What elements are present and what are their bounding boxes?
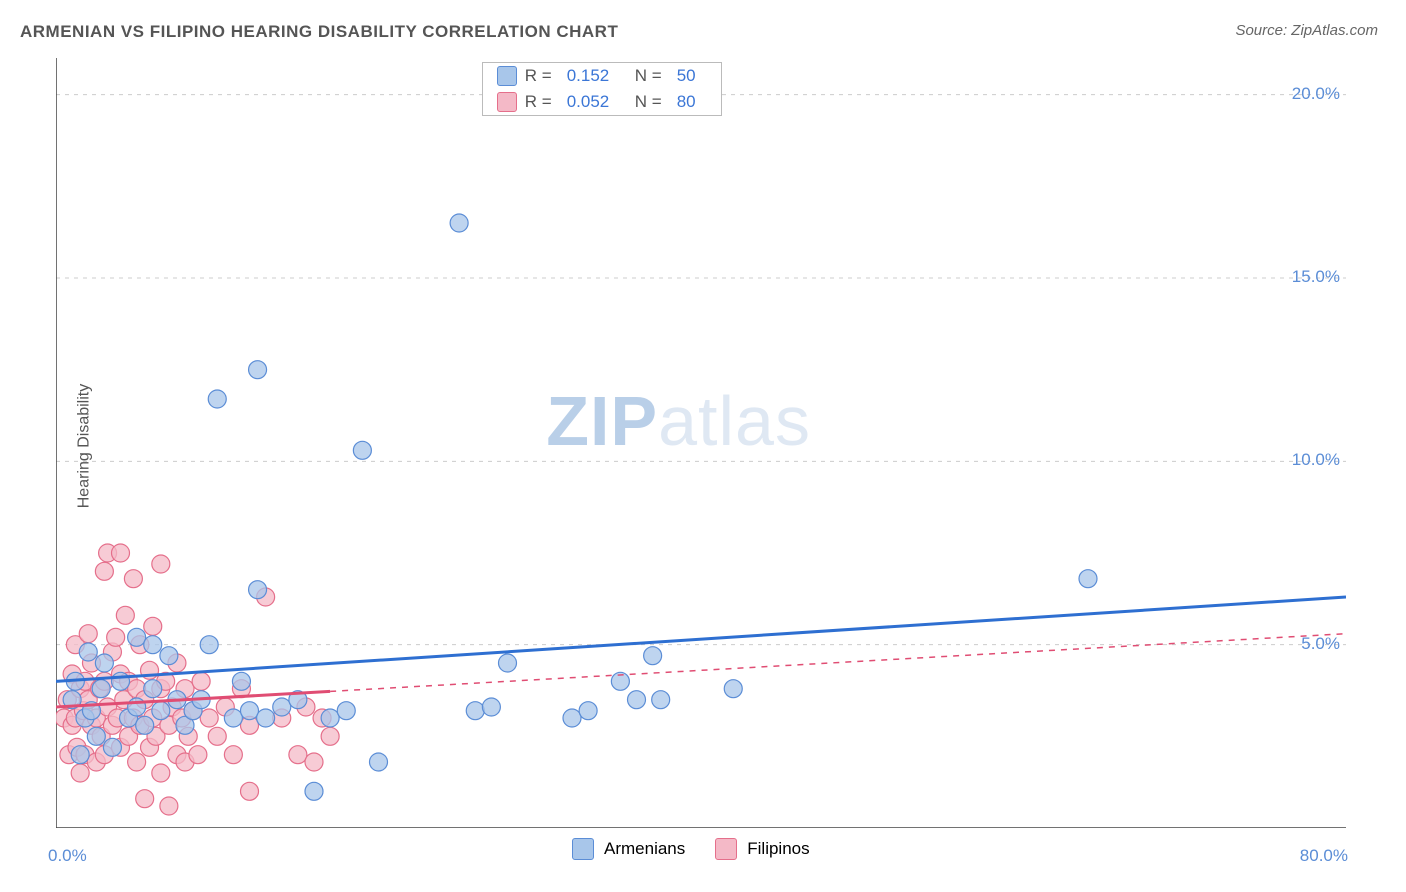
y-tick-label: 5.0%	[1301, 634, 1340, 654]
legend-label-filipinos: Filipinos	[747, 839, 809, 859]
n-label: N =	[635, 66, 669, 86]
correlation-legend: R = 0.152 N = 50 R = 0.052 N = 80	[482, 62, 722, 116]
x-min-label: 0.0%	[48, 846, 87, 866]
y-tick-label: 20.0%	[1292, 84, 1340, 104]
legend-label-armenians: Armenians	[604, 839, 685, 859]
r-label: R =	[525, 92, 559, 112]
chart-svg	[56, 58, 1346, 828]
n-value-armenians: 50	[677, 66, 707, 86]
chart-plot-area: ZIPatlas 5.0%10.0%15.0%20.0%0.0%80.0%	[56, 58, 1346, 828]
y-tick-label: 10.0%	[1292, 450, 1340, 470]
legend-swatch-pink	[715, 838, 737, 860]
r-label: R =	[525, 66, 559, 86]
legend-swatch-pink	[497, 92, 517, 112]
r-value-filipinos: 0.052	[567, 92, 627, 112]
legend-swatch-blue	[497, 66, 517, 86]
y-tick-label: 15.0%	[1292, 267, 1340, 287]
r-value-armenians: 0.152	[567, 66, 627, 86]
chart-title: ARMENIAN VS FILIPINO HEARING DISABILITY …	[20, 22, 618, 42]
n-value-filipinos: 80	[677, 92, 707, 112]
legend-swatch-blue	[572, 838, 594, 860]
legend-item-armenians: Armenians	[572, 838, 685, 860]
legend-row-armenians: R = 0.152 N = 50	[483, 63, 721, 89]
legend-row-filipinos: R = 0.052 N = 80	[483, 89, 721, 115]
n-label: N =	[635, 92, 669, 112]
series-legend: Armenians Filipinos	[572, 838, 810, 860]
source-attribution: Source: ZipAtlas.com	[1235, 22, 1378, 39]
x-max-label: 80.0%	[1300, 846, 1348, 866]
legend-item-filipinos: Filipinos	[715, 838, 809, 860]
